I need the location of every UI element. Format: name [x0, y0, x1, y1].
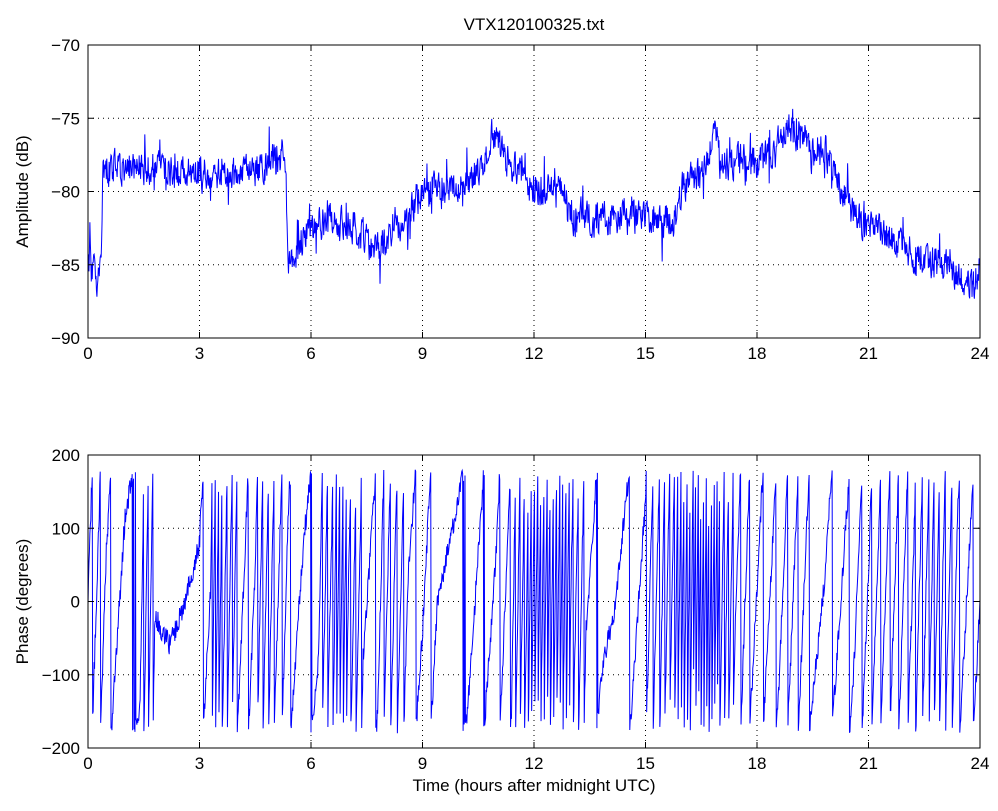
amplitude-x-tick-label: 21	[859, 344, 878, 363]
amplitude-y-tick-label: −80	[51, 183, 80, 202]
phase-x-axis-label: Time (hours after midnight UTC)	[412, 776, 655, 795]
amplitude-y-tick-label: −85	[51, 256, 80, 275]
phase-y-tick-label: −100	[42, 666, 80, 685]
phase-x-tick-label: 6	[306, 754, 315, 773]
phase-y-axis-label: Phase (degrees)	[13, 539, 32, 665]
amplitude-x-tick-label: 12	[525, 344, 544, 363]
amplitude-y-tick-label: −70	[51, 36, 80, 55]
amplitude-y-tick-label: −90	[51, 329, 80, 348]
phase-y-tick-label: −200	[42, 739, 80, 758]
amplitude-x-tick-label: 18	[748, 344, 767, 363]
phase-x-tick-label: 21	[859, 754, 878, 773]
amplitude-x-tick-label: 24	[971, 344, 990, 363]
phase-series-line	[87, 468, 981, 734]
phase-panel: 0 3 6 9 12 15 18 21 24 −200 −100 0 100 200 Phase (degr…	[13, 446, 989, 795]
chart-title: VTX120100325.txt	[464, 15, 605, 34]
phase-y-tick-label: 0	[71, 593, 80, 612]
phase-x-tick-label: 3	[195, 754, 204, 773]
phase-y-tick-label: 200	[52, 446, 80, 465]
amplitude-x-tick-label: 0	[83, 344, 92, 363]
phase-x-tick-label: 15	[636, 754, 655, 773]
phase-x-tick-label: 18	[748, 754, 767, 773]
phase-x-tick-label: 24	[971, 754, 990, 773]
phase-x-tick-label: 0	[83, 754, 92, 773]
phase-x-tick-label: 9	[418, 754, 427, 773]
amplitude-x-tick-label: 6	[306, 344, 315, 363]
amplitude-y-axis-label: Amplitude (dB)	[13, 135, 32, 247]
phase-x-tick-label: 12	[525, 754, 544, 773]
amplitude-x-tick-label: 15	[636, 344, 655, 363]
amplitude-x-tick-label: 3	[195, 344, 204, 363]
amplitude-panel: 0 3 6 9 12 15 18 21 24 −90 −85 −80 −75 −70 Amplitude (…	[13, 36, 989, 363]
amplitude-series-line	[87, 108, 981, 299]
phase-y-tick-label: 100	[52, 519, 80, 538]
amplitude-x-tick-label: 9	[418, 344, 427, 363]
amplitude-y-tick-label: −75	[51, 109, 80, 128]
